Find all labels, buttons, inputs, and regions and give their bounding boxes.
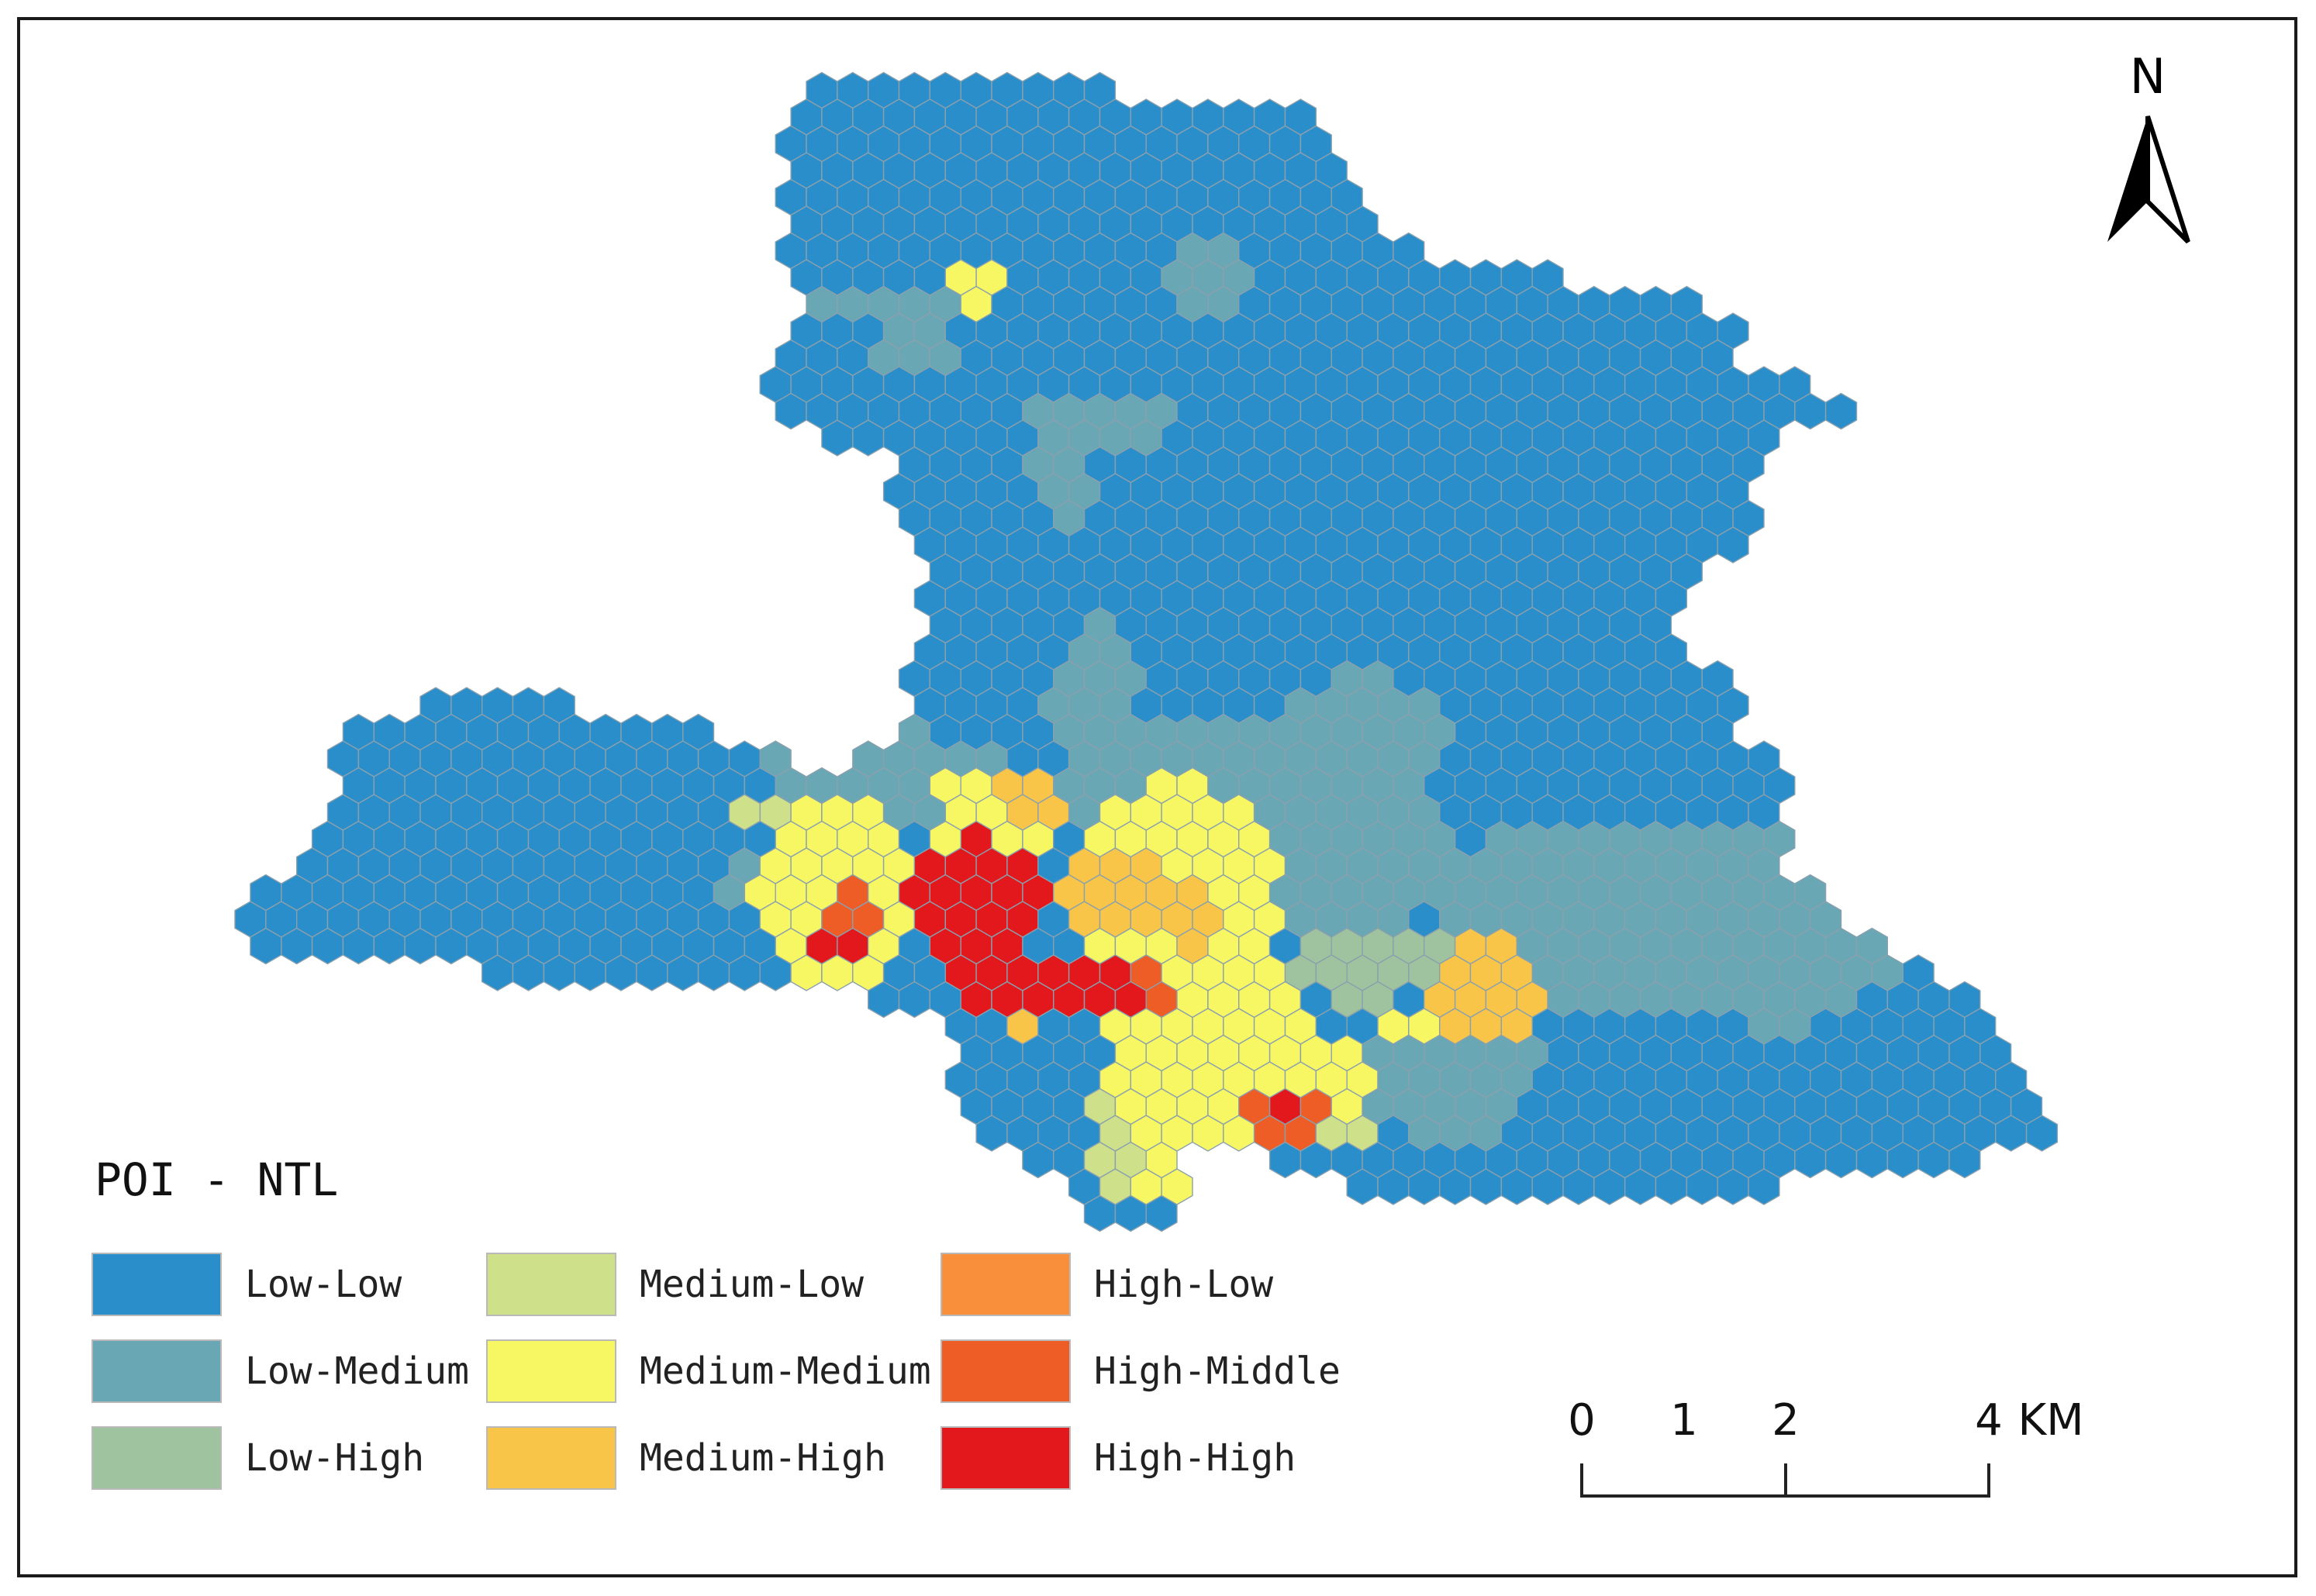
legend-label: High-Low [1094, 1263, 1274, 1306]
scale-tick-0: 0 [1568, 1395, 1596, 1446]
scale-bar [1580, 1463, 1990, 1498]
legend-swatch [486, 1339, 616, 1403]
legend-item-medium-high: Medium-High [486, 1426, 886, 1490]
hex-cell-low-low [2025, 1115, 2059, 1152]
hex-cell-low-low [1717, 526, 1749, 564]
legend-label: Medium-Medium [640, 1350, 931, 1393]
legend-swatch [941, 1339, 1071, 1403]
hex-cell-low-low [1748, 1168, 1780, 1205]
legend-label: Low-Medium [245, 1350, 469, 1393]
legend-label: Medium-Low [640, 1263, 864, 1306]
legend-label: High-High [1094, 1436, 1296, 1480]
legend-swatch [486, 1426, 616, 1490]
legend-label: Low-High [245, 1436, 425, 1480]
legend-title: POI - NTL [95, 1153, 339, 1206]
hex-cell-low-low [1145, 1194, 1178, 1232]
legend-swatch [941, 1253, 1071, 1316]
legend-item-medium-medium: Medium-Medium [486, 1339, 931, 1403]
scale-tick-4: 4 [1975, 1395, 2003, 1446]
legend-label: Low-Low [245, 1263, 402, 1306]
legend-label: High-Middle [1094, 1350, 1341, 1393]
scale-unit: KM [2017, 1395, 2084, 1446]
legend-swatch [941, 1426, 1071, 1490]
legend-item-low-low: Low-Low [91, 1253, 402, 1316]
scale-tick-2: 2 [1772, 1395, 1800, 1446]
north-arrow-icon [2107, 115, 2190, 244]
legend-item-low-medium: Low-Medium [91, 1339, 469, 1403]
legend-item-high-middle: High-Middle [941, 1339, 1341, 1403]
legend-item-high-high: High-High [941, 1426, 1296, 1490]
map-frame [17, 17, 2297, 1577]
legend-swatch [486, 1253, 616, 1316]
legend-item-high-low: High-Low [941, 1253, 1273, 1316]
legend-swatch [91, 1253, 222, 1316]
north-label: N [2129, 48, 2166, 105]
hex-cell-low-low [1948, 1141, 1981, 1179]
legend-swatch [91, 1339, 222, 1403]
scale-tick-1: 1 [1670, 1395, 1698, 1446]
hex-cell-low-low [1824, 392, 1858, 430]
hexagon-cells [234, 71, 2059, 1232]
legend-swatch [91, 1426, 222, 1490]
legend-item-low-high: Low-High [91, 1426, 424, 1490]
legend-item-medium-low: Medium-Low [486, 1253, 864, 1316]
legend-label: Medium-High [640, 1436, 886, 1480]
